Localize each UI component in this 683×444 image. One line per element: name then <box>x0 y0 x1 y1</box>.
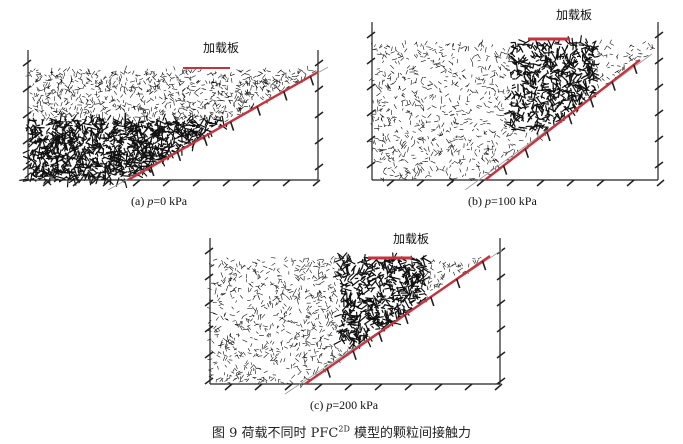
panel-b-caption-value: =100 kPa <box>491 194 537 208</box>
boundary-hatches <box>366 31 665 187</box>
figure-number: 图 9 <box>211 426 238 441</box>
panel-b-caption-var: p <box>485 194 491 208</box>
figure-caption-text-after: 模型的颗粒间接触力 <box>349 426 472 441</box>
panel-b-figure <box>366 22 665 190</box>
panel-c <box>200 236 510 396</box>
panel-a-caption: (a) p=0 kPa <box>131 194 187 209</box>
slope-anchors <box>502 64 638 175</box>
panel-a-caption-prefix: (a) <box>131 194 148 208</box>
force-chain-network <box>367 35 656 184</box>
panel-c-caption-var: p <box>326 398 333 412</box>
panel-a <box>18 20 328 190</box>
figure-caption-superscript: 2D <box>338 424 350 434</box>
panel-a-caption-value: =0 kPa <box>153 194 188 208</box>
panel-c-caption-value: =200 kPa <box>332 398 379 412</box>
panel-a-plate-label: 加载板 <box>203 41 240 55</box>
slope-wall <box>127 70 319 182</box>
panel-b-caption-prefix: (b) <box>468 194 485 208</box>
slope-wall <box>304 255 491 385</box>
panel-b-plate-label: 加载板 <box>556 8 593 22</box>
force-chain-network <box>206 252 482 389</box>
panel-c-plate-label: 加载板 <box>393 232 430 246</box>
panel-c-figure <box>204 238 506 395</box>
panel-c-caption-prefix: (c) <box>310 398 327 412</box>
panel-a-caption-var: p <box>147 194 154 208</box>
panel-b-caption: (b) p=100 kPa <box>468 194 537 209</box>
boundary-hatches <box>22 59 324 187</box>
slope-wall <box>484 59 641 181</box>
panel-b <box>360 20 670 190</box>
figure-caption: 图 9 荷载不同时 PFC2D 模型的颗粒间接触力 <box>0 422 683 441</box>
panel-a-figure <box>19 50 328 190</box>
figure-caption-text: 荷载不同时 PFC <box>241 426 339 441</box>
force-chain-network <box>19 65 317 189</box>
slope-anchors <box>326 260 487 378</box>
slope-anchors <box>150 76 315 177</box>
panel-c-caption: (c) p=200 kPa <box>310 398 378 413</box>
